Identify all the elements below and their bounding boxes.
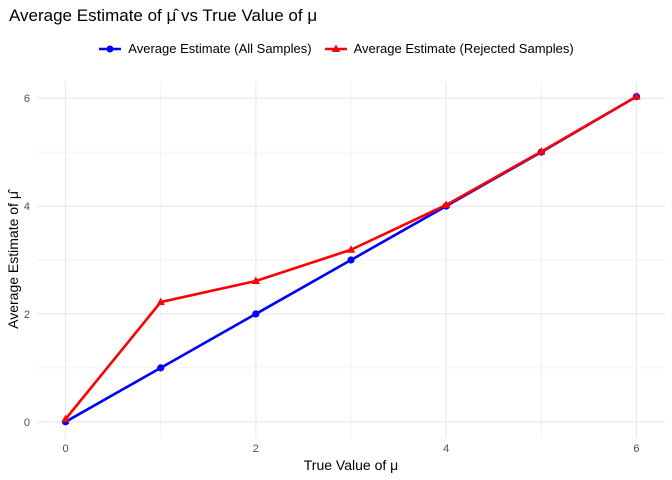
x-tick-label: 2 bbox=[253, 443, 259, 455]
series-1-point bbox=[156, 297, 165, 306]
series-1-point bbox=[537, 147, 546, 155]
x-tick-label: 4 bbox=[443, 443, 449, 455]
y-tick-label: 0 bbox=[24, 417, 30, 429]
chart-title: Average Estimate of μ̂ vs True Value of … bbox=[9, 6, 318, 25]
series-1-point bbox=[346, 245, 356, 253]
legend-key-circle-icon bbox=[99, 45, 122, 52]
tick-labels: 0 2 4 6 0 2 4 6 bbox=[24, 93, 640, 455]
legend-item-rejected-samples: Average Estimate (Rejected Samples) bbox=[324, 41, 574, 56]
y-tick-label: 6 bbox=[24, 93, 30, 105]
series-1-point bbox=[61, 414, 70, 423]
series-1-point bbox=[632, 92, 641, 100]
series-1-point bbox=[441, 200, 451, 208]
y-tick-label: 2 bbox=[24, 309, 30, 321]
series-layer bbox=[61, 92, 641, 426]
series-0-point bbox=[347, 256, 355, 264]
series-0-point bbox=[252, 310, 260, 318]
y-axis-title: Average Estimate of μ̂ bbox=[5, 188, 21, 329]
x-tick-label: 0 bbox=[62, 443, 68, 455]
series-1-point bbox=[251, 276, 261, 285]
x-tick-label: 6 bbox=[633, 443, 639, 455]
legend-label-rejected-samples: Average Estimate (Rejected Samples) bbox=[353, 41, 574, 56]
legend: Average Estimate (All Samples) Average E… bbox=[0, 41, 672, 56]
y-tick-label: 4 bbox=[24, 201, 30, 213]
legend-label-all-samples: Average Estimate (All Samples) bbox=[128, 41, 312, 56]
legend-item-all-samples: Average Estimate (All Samples) bbox=[98, 41, 312, 56]
major-grid bbox=[37, 82, 665, 438]
series-0-point bbox=[157, 364, 165, 372]
legend-key-triangle-icon bbox=[324, 44, 347, 52]
x-axis-title: True Value of μ bbox=[304, 457, 398, 473]
